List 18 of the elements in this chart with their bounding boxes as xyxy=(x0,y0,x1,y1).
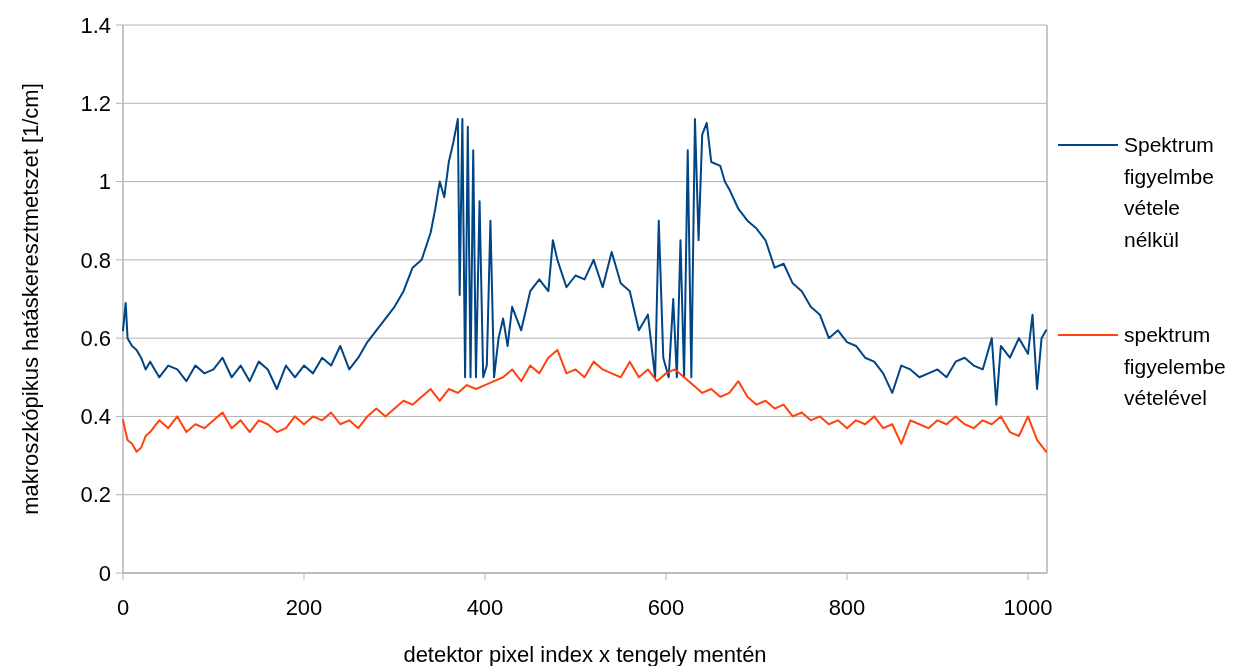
x-tick-label: 0 xyxy=(116,595,130,620)
y-tick-label: 1 xyxy=(98,169,111,195)
y-axis-title: makroszkópikus hatáskeresztmetszet [1/cm] xyxy=(18,83,43,515)
x-axis-title: detektor pixel index x tengely mentén xyxy=(403,642,767,666)
y-tick-label: 1.2 xyxy=(80,90,111,116)
x-tick-label: 200 xyxy=(285,595,323,620)
x-tick-label: 400 xyxy=(466,595,504,620)
x-tick-label: 600 xyxy=(647,595,685,620)
y-tick-label: 0.4 xyxy=(80,404,111,430)
x-tick-label: 800 xyxy=(828,595,866,620)
legend-label: Spektrum figyelmbe vétele nélkül xyxy=(1124,133,1214,251)
legend-label: spektrum figyelembe vételével xyxy=(1124,323,1226,410)
x-tick-label: 1000 xyxy=(1003,595,1053,620)
y-tick-label: 0.8 xyxy=(80,247,111,273)
y-tick-label: 0.2 xyxy=(80,482,111,508)
y-tick-label: 1.4 xyxy=(80,12,111,38)
y-tick-label: 0 xyxy=(98,560,111,586)
y-tick-label: 0.6 xyxy=(80,325,111,351)
